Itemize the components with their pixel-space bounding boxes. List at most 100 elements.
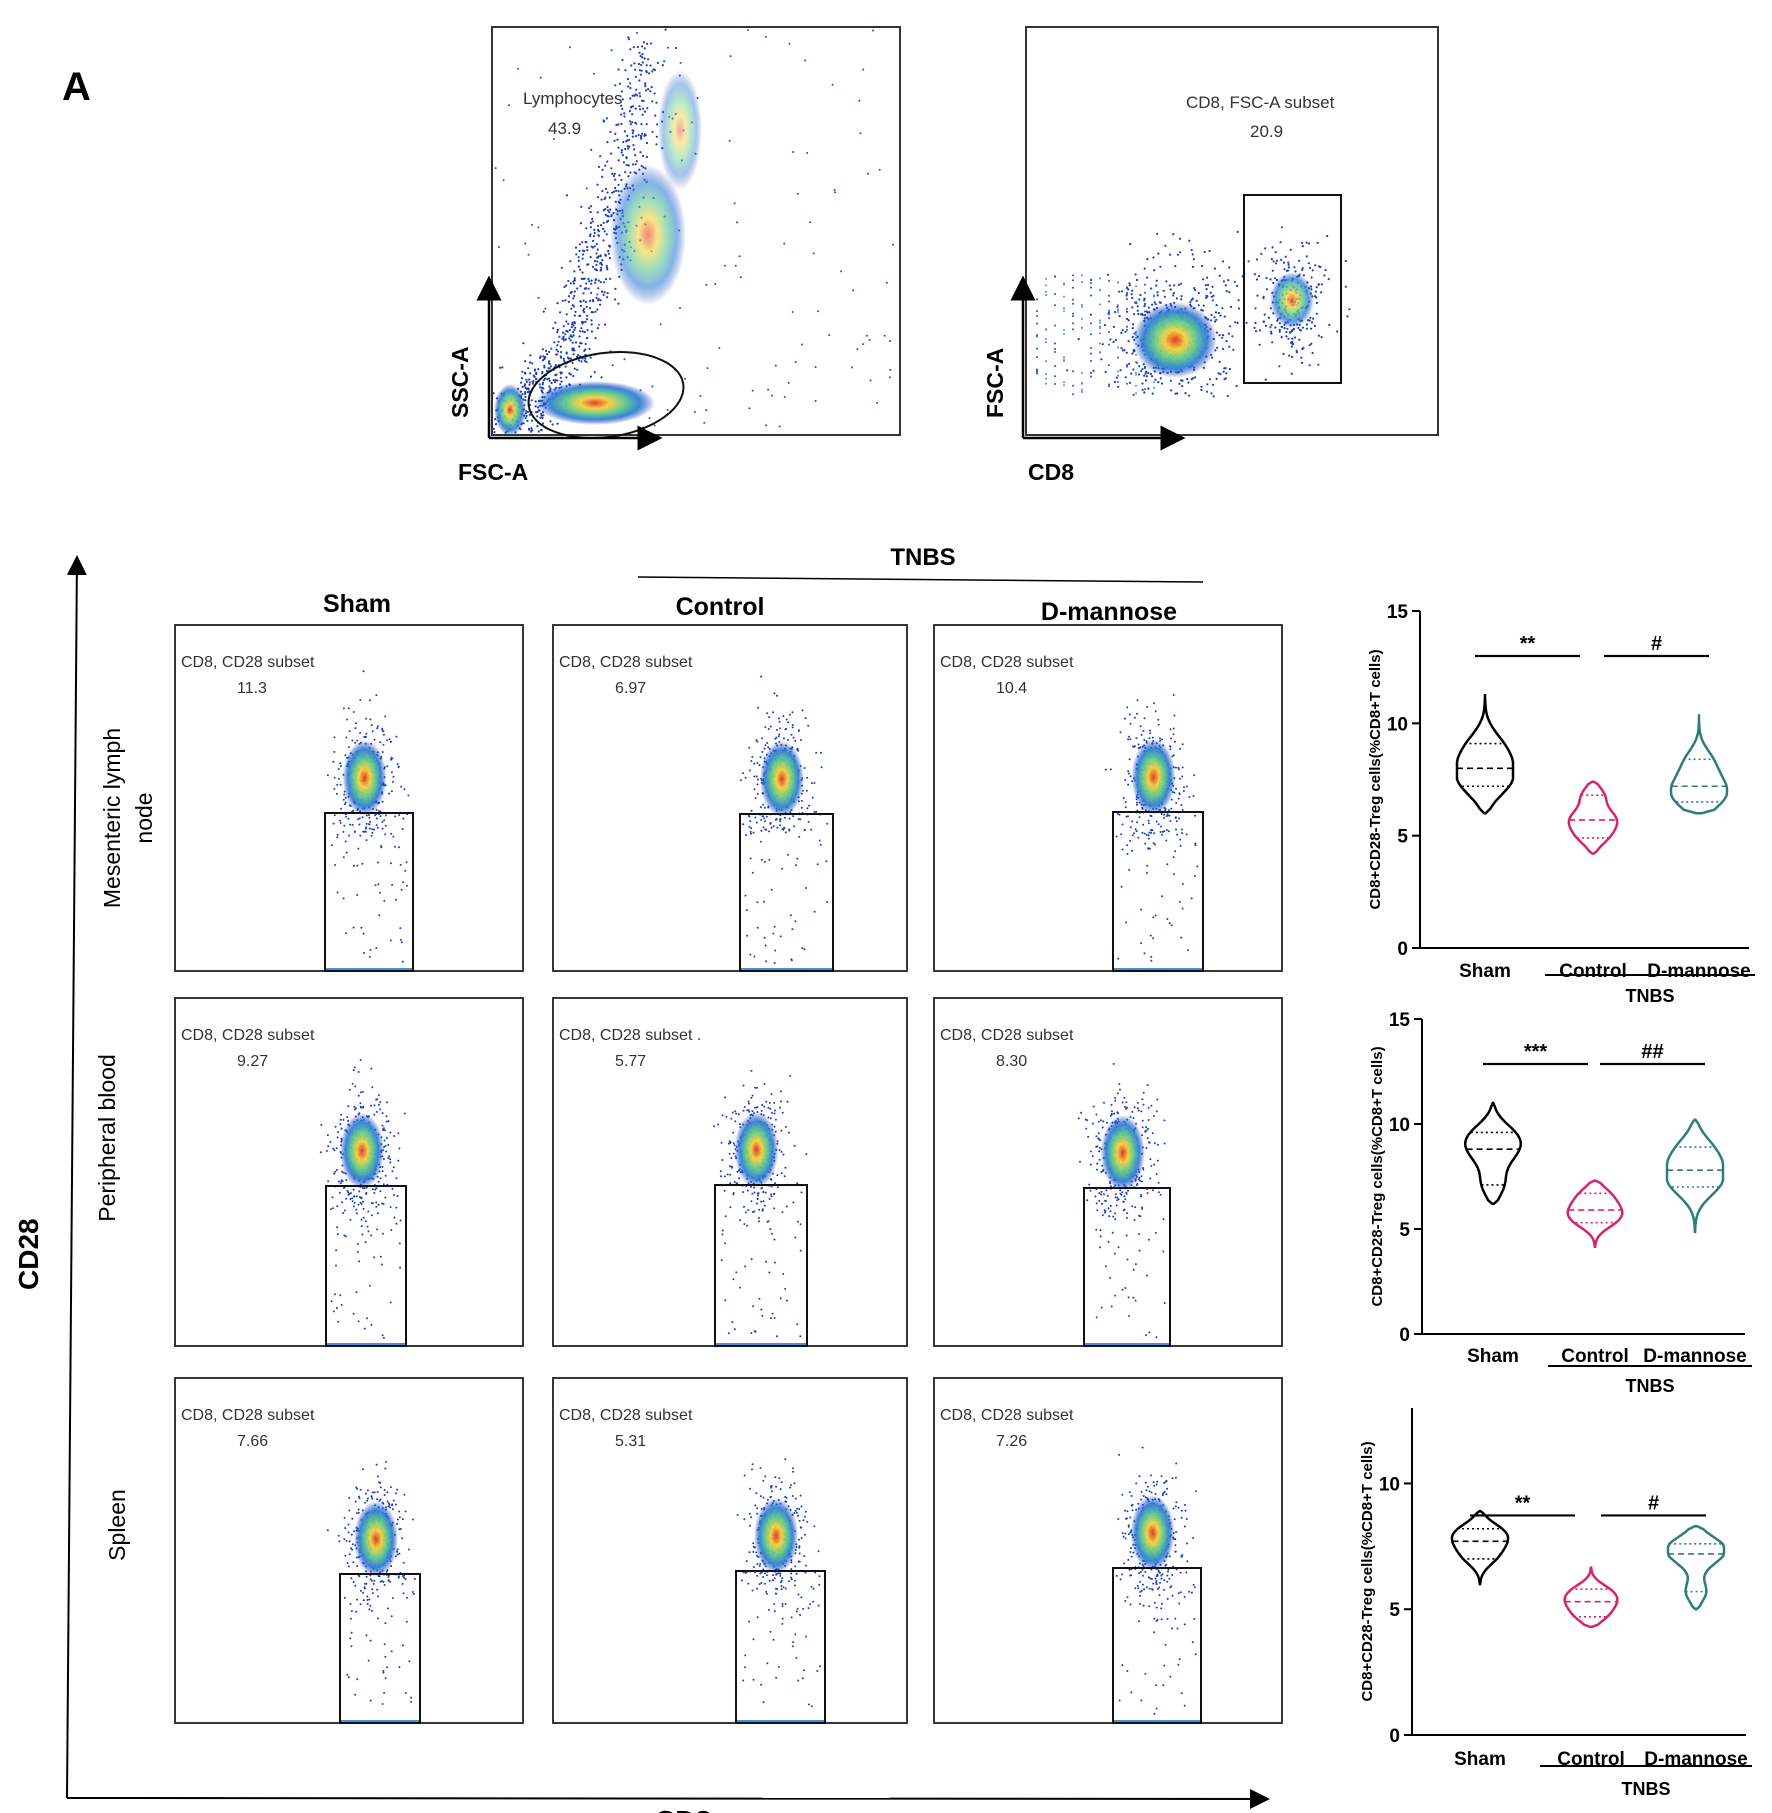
y-tick-label: 10 [1389,1115,1410,1136]
row-label-line1: Peripheral blood [94,1054,120,1222]
gate-name: CD8, FSC-A subset [1186,93,1335,112]
violin-shape [1666,1524,1726,1611]
tnbs-bracket [637,576,1204,583]
cd28-gate [1112,811,1204,972]
y-tick-label: 15 [1387,602,1409,623]
flow-panel-frame [552,997,908,1347]
gate-name: Lymphocytes [523,89,623,108]
tnbs-group-label: TNBS [1626,986,1675,1006]
grid-y-axis-arrow [66,555,87,1799]
significance-label: # [1648,1492,1659,1514]
y-tick-label: 5 [1399,1220,1410,1241]
significance-label: ## [1641,1041,1663,1063]
subset-value: 9.27 [237,1053,268,1070]
cd28-gate [339,1573,421,1724]
flow-panel: CD8, CD28 subset 9.27 [174,997,524,1347]
y-tick-label: 0 [1389,1726,1400,1747]
subset-name: CD8, CD28 subset [940,1027,1074,1044]
category-label: Control [1559,961,1627,982]
significance-label: ** [1515,1492,1531,1514]
flow-panels: CD8, CD28 subset 11.3 CD8, CD28 subset 6.97… [174,624,1283,1724]
cd28-gate [1083,1187,1171,1347]
y-tick-label: 0 [1399,1325,1410,1346]
violin-shape [1566,1179,1624,1249]
x-axis-label: CD8 [1028,459,1074,485]
violin-shape [1567,780,1619,855]
tnbs-header: TNBS [890,544,955,571]
cd8-gate [1243,194,1342,384]
violin-sham [1463,1101,1523,1206]
y-tick-label: 0 [1397,939,1408,960]
scatter-dots [1036,226,1351,398]
row-label-line2: node [131,792,157,843]
subset-name: CD8, CD28 subset [559,654,693,671]
category-label: Sham [1454,1749,1506,1770]
subset-name: CD8, CD28 subset [181,1407,315,1424]
flow-panel: CD8, CD28 subset 6.97 [552,624,908,972]
flow-panel-frame [552,1377,908,1724]
subset-name: CD8, CD28 subset . [559,1027,701,1044]
flow-panel: CD8, CD28 subset 10.4 [933,624,1283,972]
row-label-blood: Peripheral blood [94,1054,120,1222]
cd28-gate [1112,1567,1202,1724]
flow-panel-frame [933,624,1283,972]
category-label: D-mannose [1643,1346,1746,1367]
y-axis-label: CD8+CD28-Treg cells(%CD8+T cells) [1369,1046,1386,1306]
flow-panel-frame [174,1377,524,1724]
cd28-gate [325,1185,407,1347]
flow-panel: CD8, CD28 subset . 5.77 [552,997,908,1347]
violin-sham [1455,694,1515,815]
subset-value: 5.31 [615,1433,646,1450]
violin-shape [1665,1118,1725,1234]
y-tick-label: 10 [1379,1474,1400,1495]
cd28-gate [324,812,414,972]
row-label-mln: Mesenteric lymph node [99,728,157,908]
y-axis-label: FSC-A [982,348,1008,418]
violin-dmannose [1666,1524,1726,1611]
subset-name: CD8, CD28 subset [940,654,1074,671]
tnbs-group-label: TNBS [1622,1779,1671,1799]
violin-shape [1669,714,1729,815]
violin-control [1567,780,1619,855]
subset-value: 6.97 [615,680,646,697]
violin-shape [1563,1566,1619,1629]
category-label: D-mannose [1647,961,1750,982]
category-label: Sham [1459,961,1511,982]
cd28-gate [714,1184,808,1347]
flow-panel-frame [552,624,908,972]
gating-plot-cd8: CD8, FSC-A subset 20.9 FSC-A CD8 [982,26,1439,485]
significance-label: *** [1524,1041,1548,1063]
flow-panel: CD8, CD28 subset 7.66 [174,1377,524,1724]
category-label: Sham [1467,1346,1519,1367]
panel-label: A [62,65,91,109]
subset-name: CD8, CD28 subset [940,1407,1074,1424]
y-tick-label: 5 [1389,1600,1400,1621]
tnbs-group-label: TNBS [1626,1376,1675,1396]
category-label: D-mannose [1644,1749,1747,1770]
y-axis-label: CD8+CD28-Treg cells(%CD8+T cells) [1359,1441,1376,1701]
flow-panel: CD8, CD28 subset 7.26 [933,1377,1283,1724]
violin-shape [1455,694,1515,815]
subset-name: CD8, CD28 subset [181,1027,315,1044]
subset-value: 5.77 [615,1053,646,1070]
subset-value: 8.30 [996,1053,1027,1070]
flow-panel-frame [933,1377,1283,1724]
y-tick-label: 15 [1389,1010,1411,1031]
lymphocyte-gate [527,351,685,439]
grid-x-axis-label: CD8 [655,1805,711,1813]
subset-name: CD8, CD28 subset [181,654,315,671]
column-header-sham: Sham [323,590,391,618]
row-label-line1: Spleen [104,1489,130,1561]
violin-dmannose [1669,714,1729,815]
violin-dmannose [1665,1118,1725,1234]
y-tick-label: 10 [1387,714,1408,735]
subset-value: 10.4 [996,680,1027,697]
grid-y-axis-label: CD28 [13,1218,44,1290]
gate-value: 20.9 [1250,122,1283,141]
gating-plot-lymphocytes: Lymphocytes 43.9 SSC-A FSC-A [447,26,901,485]
